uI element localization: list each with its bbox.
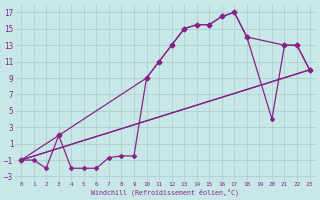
X-axis label: Windchill (Refroidissement éolien,°C): Windchill (Refroidissement éolien,°C): [91, 188, 239, 196]
